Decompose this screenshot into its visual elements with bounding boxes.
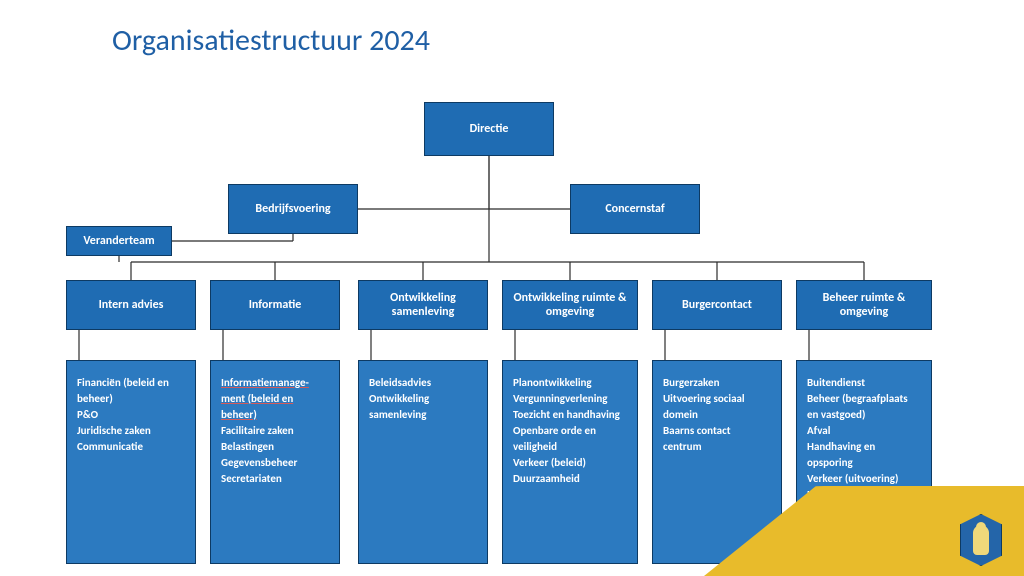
node-veranderteam: Veranderteam: [66, 226, 172, 256]
detail-ontwikkeling-ruimte: PlanontwikkelingVergunning­verleningToez…: [502, 360, 638, 564]
detail-ontwikkeling-samenleving: BeleidsadviesOntwikkeling samenleving: [358, 360, 488, 564]
detail-informatie: Informatiemanage­ment (beleid en beheer)…: [210, 360, 340, 564]
node-beheer-ruimte: Beheer ruimte & omgeving: [796, 280, 932, 330]
node-ontwikkeling-samenleving: Ontwikkeling samenleving: [358, 280, 488, 330]
node-directie: Directie: [424, 102, 554, 156]
node-ontwikkeling-ruimte: Ontwikkeling ruimte & omgeving: [502, 280, 638, 330]
page-title: Organisatiestructuur 2024: [112, 22, 430, 59]
municipality-logo: [960, 514, 1002, 566]
node-informatie: Informatie: [210, 280, 340, 330]
node-burgercontact: Burgercontact: [652, 280, 782, 330]
detail-intern-advies: Financiën (beleid en beheer)P&OJuridisch…: [66, 360, 196, 564]
node-concernstaf: Concernstaf: [570, 184, 700, 234]
node-intern-advies: Intern advies: [66, 280, 196, 330]
node-bedrijfsvoering: Bedrijfsvoering: [228, 184, 358, 234]
